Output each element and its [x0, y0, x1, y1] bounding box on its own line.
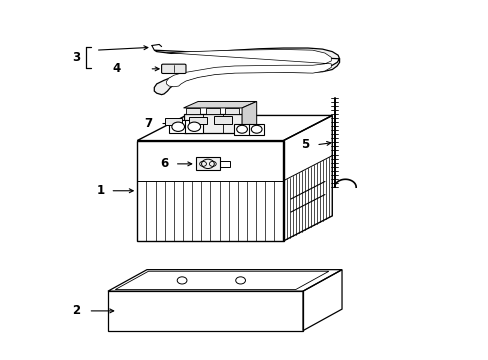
Circle shape: [187, 122, 200, 131]
Bar: [205, 108, 219, 114]
Polygon shape: [183, 102, 256, 108]
Bar: [137, 140, 283, 241]
Bar: [185, 120, 203, 133]
Text: 3: 3: [72, 51, 80, 64]
Text: 2: 2: [72, 305, 80, 318]
Bar: [214, 116, 231, 123]
Text: 1: 1: [97, 184, 104, 197]
Polygon shape: [154, 48, 339, 95]
Text: 4: 4: [112, 62, 121, 75]
Bar: [225, 108, 239, 114]
Polygon shape: [166, 49, 330, 87]
Bar: [164, 118, 182, 125]
Text: 6: 6: [160, 157, 168, 170]
Circle shape: [171, 122, 184, 131]
Bar: [189, 117, 206, 125]
Text: 5: 5: [301, 138, 309, 151]
Bar: [169, 120, 186, 133]
Circle shape: [251, 125, 262, 133]
Bar: [195, 157, 220, 170]
Bar: [234, 123, 249, 135]
Circle shape: [236, 125, 247, 133]
Bar: [248, 123, 264, 135]
Bar: [183, 114, 242, 134]
Text: 7: 7: [144, 117, 152, 130]
Bar: [220, 161, 229, 167]
FancyBboxPatch shape: [161, 64, 185, 73]
Bar: [186, 108, 200, 114]
Polygon shape: [242, 102, 256, 134]
